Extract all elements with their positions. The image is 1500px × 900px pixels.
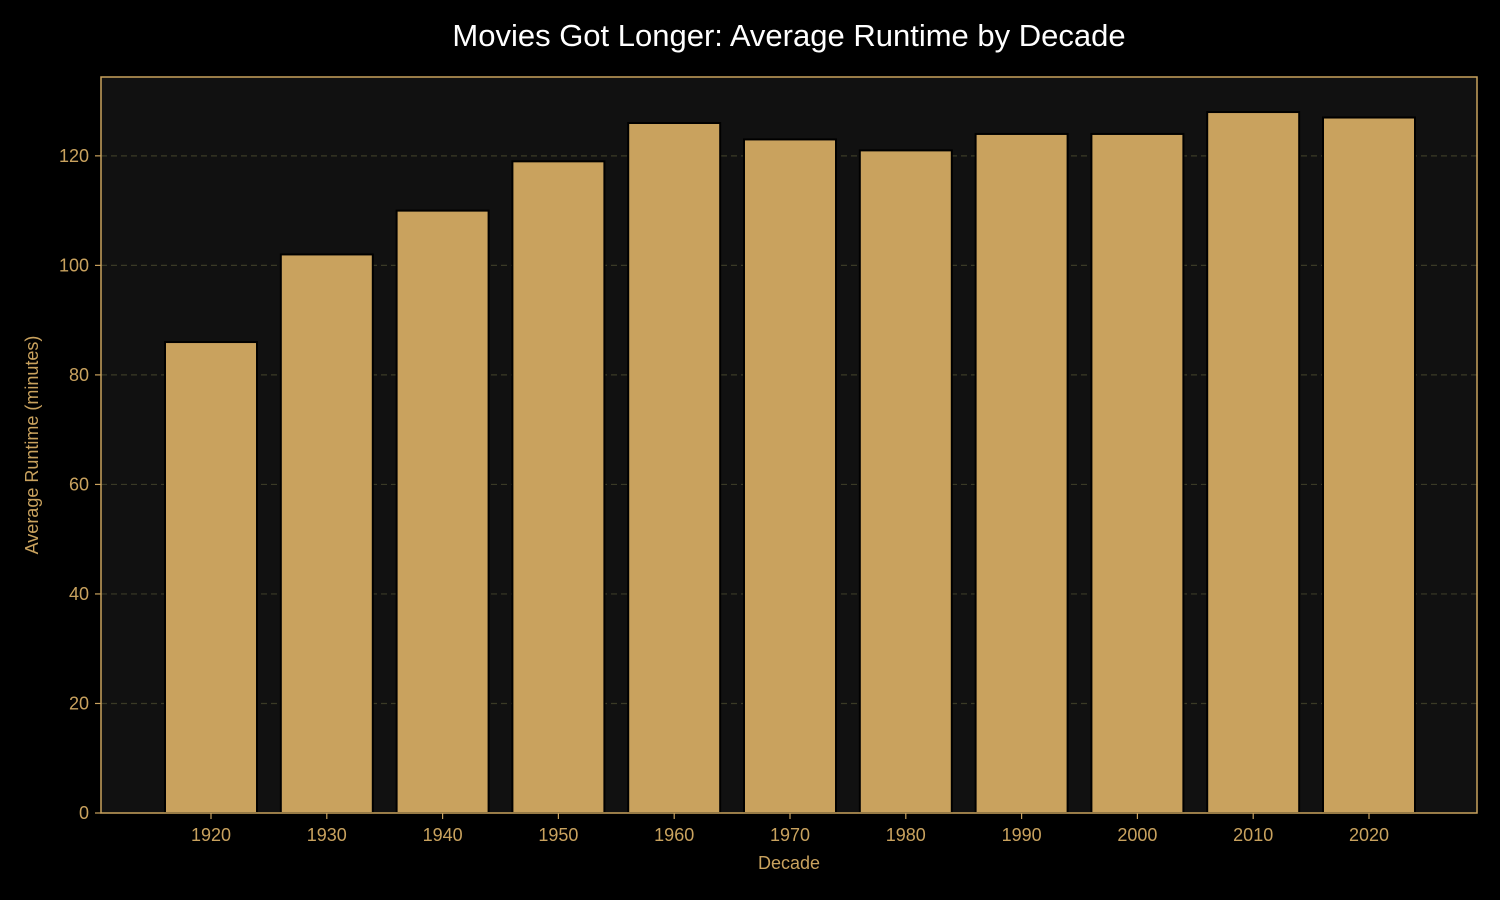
y-tick-label: 0 (79, 803, 89, 823)
x-tick-label: 1950 (538, 825, 578, 845)
bar-2020 (1322, 116, 1416, 815)
bar-2000 (1090, 132, 1185, 814)
x-axis-label: Decade (758, 853, 820, 873)
chart-title: Movies Got Longer: Average Runtime by De… (452, 18, 1125, 53)
x-tick-label: 1960 (654, 825, 694, 845)
x-tick-label: 2020 (1349, 825, 1389, 845)
bar-1990 (974, 132, 1069, 814)
bar-1980 (858, 149, 953, 814)
x-tick-label: 2000 (1117, 825, 1157, 845)
x-tick-label: 1970 (770, 825, 810, 845)
bars (164, 111, 1416, 815)
y-tick-label: 40 (69, 584, 89, 604)
x-tick-label: 1940 (423, 825, 463, 845)
x-axis: 1920 1930 1940 1950 1960 1970 1980 1990 2000 2010… (191, 813, 1389, 845)
y-tick-label: 20 (69, 693, 89, 713)
x-tick-label: 1930 (307, 825, 347, 845)
bar-1930 (279, 253, 374, 814)
x-tick-label: 1920 (191, 825, 231, 845)
bar-1970 (743, 138, 837, 814)
bar-1950 (511, 160, 606, 815)
bar-1940 (395, 209, 490, 815)
plot-frame (100, 76, 1478, 814)
bar-1920 (164, 341, 258, 814)
bar-1960 (627, 122, 722, 814)
y-tick-label: 60 (69, 474, 89, 494)
y-axis-label: Average Runtime (minutes) (22, 336, 42, 555)
y-tick-label: 80 (69, 365, 89, 385)
x-tick-label: 1980 (886, 825, 926, 845)
x-tick-label: 1990 (1002, 825, 1042, 845)
y-tick-label: 100 (59, 255, 89, 275)
bar-2010 (1206, 111, 1301, 815)
y-tick-label: 120 (59, 146, 89, 166)
y-axis: 0 20 40 60 80 100 120 (59, 146, 101, 823)
x-tick-label: 2010 (1233, 825, 1273, 845)
